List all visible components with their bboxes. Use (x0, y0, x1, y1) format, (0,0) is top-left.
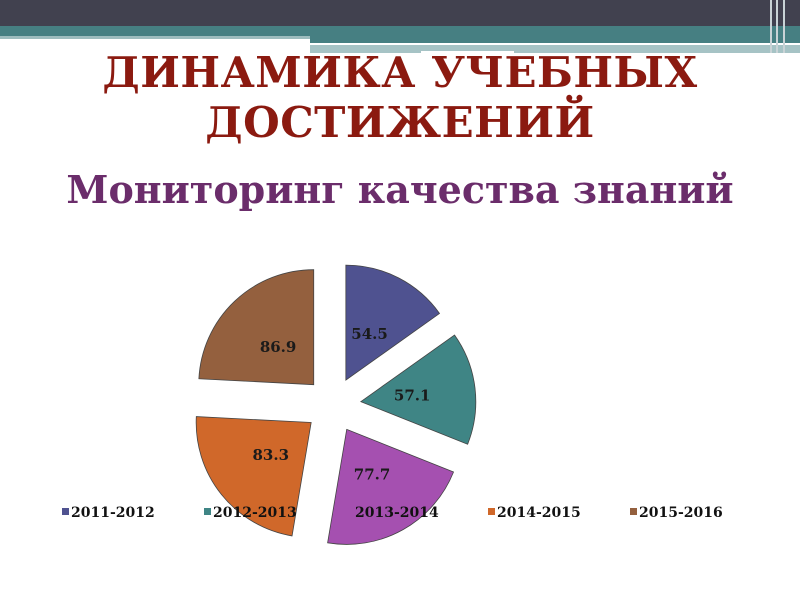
header-vline (770, 0, 772, 53)
data-label: 86.9 (260, 338, 297, 356)
header-stripe (0, 26, 800, 36)
header-stripe-gap (310, 43, 484, 45)
header-stripe-gap (421, 51, 514, 53)
data-label: 54.5 (351, 325, 388, 343)
pie-slice-2011-2012 (345, 264, 441, 381)
legend-marker (62, 508, 69, 515)
header-stripe-right (310, 36, 800, 43)
data-label: 77.7 (354, 466, 391, 484)
slide-subtitle: Мониторинг качества знаний (66, 167, 734, 212)
legend-label: 2013-2014 (355, 505, 439, 521)
legend-label: 2015-2016 (639, 505, 723, 521)
header-vline (776, 0, 778, 53)
legend-marker (488, 508, 495, 515)
legend-marker (630, 508, 637, 515)
header-stripe-right-light (310, 45, 800, 53)
header-bar (0, 0, 800, 26)
pie-slice-2013-2014 (327, 428, 455, 545)
pie-slice-2015-2016 (198, 269, 315, 386)
legend-label: 2014-2015 (497, 505, 581, 521)
data-label: 83.3 (253, 446, 290, 464)
legend-marker (204, 508, 211, 515)
legend-label: 2012-2013 (213, 505, 297, 521)
legend-label: 2011-2012 (71, 505, 155, 521)
pie-slice-2014-2015 (195, 416, 312, 537)
header-stripe-light (0, 36, 310, 39)
pie-slice-2012-2013 (359, 334, 477, 445)
slide-title: ДИНАМИКА УЧЕБНЫХ ДОСТИЖЕНИЙ (102, 48, 698, 147)
legend-marker (346, 508, 353, 515)
data-label: 57.1 (394, 387, 431, 405)
header-vline (783, 0, 785, 53)
